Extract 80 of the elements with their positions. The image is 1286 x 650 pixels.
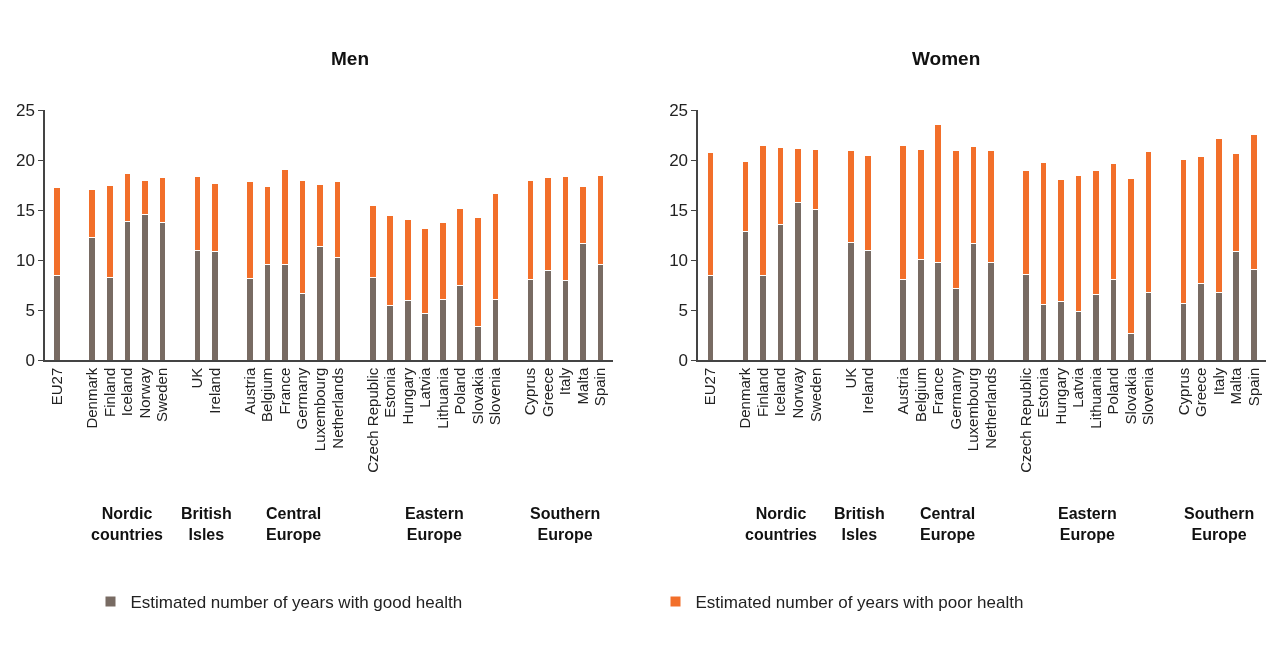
x-tick-label: Latvia <box>416 367 434 408</box>
x-tick-label: Austria <box>894 367 912 415</box>
x-tick-label: Slovenia <box>486 367 504 426</box>
x-tick-label: Slovakia <box>1121 367 1139 425</box>
x-tick-label: Czech Republic <box>1016 367 1034 473</box>
x-tick-label: Estonia <box>1034 367 1052 418</box>
x-tick-label: Iceland <box>118 367 136 417</box>
x-tick-label: EU27 <box>701 367 719 406</box>
chart-title: Men <box>331 48 369 69</box>
x-tick-label: Netherlands <box>981 367 999 449</box>
y-tick-label: 0 <box>25 350 35 370</box>
x-tick-label: Hungary <box>1051 367 1069 425</box>
y-tick-label: 0 <box>678 350 689 370</box>
x-tick-label: France <box>929 367 947 415</box>
x-tick-label: Germany <box>946 367 964 430</box>
text: British Isles <box>834 505 885 543</box>
text: Southern Europe <box>530 505 601 543</box>
x-tick-label: UK <box>841 367 859 389</box>
text: Central Europe <box>266 505 322 543</box>
text: Eastern Europe <box>1058 505 1117 543</box>
x-tick-label: Estonia <box>381 367 399 418</box>
y-tick-label: 10 <box>669 250 689 270</box>
y-tick-label: 10 <box>15 250 35 270</box>
y-tick-label: 20 <box>669 150 689 170</box>
x-tick-label: Slovakia <box>468 367 486 425</box>
x-tick-label: Greece <box>538 367 556 417</box>
y-tick-label: 15 <box>669 200 689 220</box>
x-tick-label: EU27 <box>48 367 66 406</box>
y-tick-label: 15 <box>15 200 35 220</box>
x-tick-label: Czech Republic <box>363 367 381 473</box>
x-tick-label: Denmark <box>83 367 101 429</box>
y-tick-label: 25 <box>15 100 35 120</box>
x-tick-label: Poland <box>451 367 469 415</box>
text: Southern Europe <box>1184 505 1255 543</box>
text: Eastern Europe <box>405 505 464 543</box>
text: Nordic countries <box>745 505 818 543</box>
x-tick-label: Austria <box>240 367 258 415</box>
x-tick-label: Sweden <box>153 367 171 422</box>
x-tick-label: Ireland <box>205 367 223 414</box>
x-tick-label: Lithuania <box>1086 367 1104 429</box>
x-tick-label: Belgium <box>258 367 276 422</box>
y-tick-label: 5 <box>25 300 35 320</box>
y-tick-label: 5 <box>678 300 689 320</box>
x-tick-label: Germany <box>293 367 311 430</box>
x-tick-label: Denmark <box>736 367 754 429</box>
x-tick-label: Italy <box>556 367 574 396</box>
x-tick-label: Greece <box>1192 367 1210 417</box>
chart-title: Women <box>912 48 981 69</box>
text: Nordic countries <box>91 505 164 543</box>
x-tick-label: Finland <box>100 367 118 417</box>
legend-label: Estimated number of years with poor health <box>695 593 1024 613</box>
x-tick-label: Slovenia <box>1139 367 1157 426</box>
x-tick-label: Norway <box>788 367 806 419</box>
x-tick-label: Finland <box>753 367 771 417</box>
x-tick-label: Iceland <box>771 367 789 417</box>
x-tick-label: Hungary <box>398 367 416 425</box>
x-tick-label: Cyprus <box>1174 367 1192 416</box>
legend-label: Estimated number of years with good health <box>130 593 463 613</box>
text: Central Europe <box>920 505 976 543</box>
x-tick-label: Sweden <box>806 367 824 422</box>
x-tick-label: Lithuania <box>433 367 451 429</box>
text: British Isles <box>181 505 232 543</box>
x-tick-label: Ireland <box>859 367 877 414</box>
x-tick-label: Cyprus <box>521 367 539 416</box>
x-tick-label: Luxembourg <box>310 367 328 452</box>
x-tick-label: UK <box>188 367 206 389</box>
x-tick-label: France <box>275 367 293 415</box>
x-tick-label: Poland <box>1104 367 1122 415</box>
x-tick-label: Luxembourg <box>964 367 982 452</box>
x-tick-label: Netherlands <box>328 367 346 449</box>
x-tick-label: Italy <box>1209 367 1227 396</box>
x-tick-label: Malta <box>573 367 591 405</box>
x-tick-label: Spain <box>591 367 609 407</box>
y-tick-label: 20 <box>15 150 35 170</box>
x-tick-label: Norway <box>135 367 153 419</box>
x-tick-label: Belgium <box>911 367 929 422</box>
x-tick-label: Malta <box>1227 367 1245 405</box>
x-tick-label: Spain <box>1244 367 1262 407</box>
y-tick-label: 25 <box>669 100 689 120</box>
x-tick-label: Latvia <box>1069 367 1087 408</box>
